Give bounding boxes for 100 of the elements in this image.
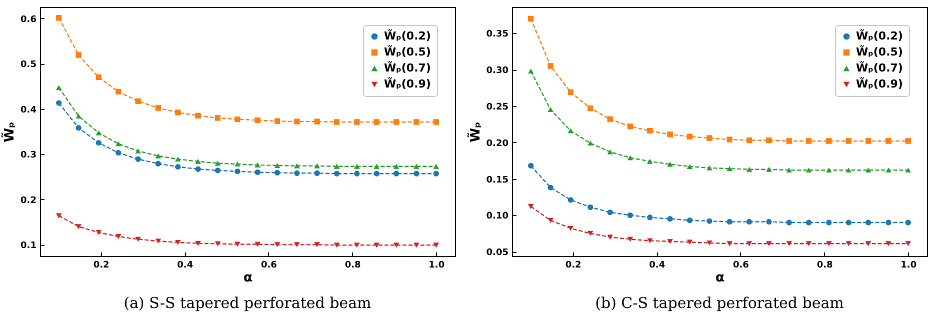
x-axis-title: α	[716, 270, 725, 286]
point	[234, 242, 240, 247]
point	[687, 218, 692, 224]
y-axis-title: W̃ₚ	[1, 122, 18, 142]
point	[155, 238, 161, 244]
point	[627, 236, 633, 242]
point	[687, 134, 692, 140]
point	[826, 168, 832, 172]
y-tick-label: 0.15	[486, 175, 508, 186]
x-tick-label: 0.4	[649, 260, 666, 270]
point	[846, 138, 852, 144]
point	[786, 138, 792, 144]
point	[135, 236, 141, 242]
legend-label: W̃ₚ(0.2)	[384, 28, 431, 42]
point	[607, 150, 613, 154]
point	[786, 241, 792, 246]
point	[374, 164, 380, 169]
y-tick-label: 0.20	[486, 138, 508, 149]
point	[548, 63, 554, 69]
point	[116, 141, 122, 146]
point	[314, 118, 320, 124]
point	[726, 136, 732, 142]
point	[254, 170, 260, 175]
point	[96, 230, 102, 235]
point	[274, 242, 280, 248]
y-tick-label: 0.05	[486, 248, 508, 258]
legend-label: W̃ₚ(0.5)	[856, 44, 903, 58]
point	[568, 89, 574, 95]
x-tick-label: 0.6	[260, 260, 277, 270]
point	[706, 240, 712, 246]
y-tick-label: 0.2	[20, 196, 36, 206]
point	[215, 115, 220, 121]
point	[866, 241, 872, 246]
point	[607, 116, 613, 122]
x-tick-label: 0.8	[816, 260, 833, 270]
point	[294, 118, 300, 124]
point	[433, 170, 439, 176]
point	[354, 119, 360, 125]
point	[354, 242, 360, 248]
point	[294, 242, 300, 248]
point	[528, 204, 534, 209]
point	[746, 138, 752, 143]
point	[195, 166, 201, 172]
point	[56, 15, 62, 21]
text: (b) C-S tapered perforated beam	[595, 294, 844, 312]
point	[116, 150, 122, 156]
point	[905, 168, 911, 172]
point	[374, 242, 380, 248]
point	[394, 164, 400, 169]
point	[627, 155, 633, 160]
x-axis-title: α	[244, 270, 253, 286]
point	[394, 170, 400, 176]
point	[195, 159, 201, 164]
legend-label: W̃ₚ(0.9)	[384, 76, 431, 90]
point	[334, 170, 340, 176]
legend-label: W̃ₚ(0.5)	[384, 44, 431, 58]
point	[56, 85, 62, 90]
point	[374, 170, 380, 176]
point	[215, 160, 220, 166]
point	[234, 116, 240, 122]
y-axis-title: W̃ₚ	[466, 122, 484, 142]
legend-label: W̃ₚ(0.7)	[384, 60, 431, 74]
point	[215, 168, 220, 174]
point	[706, 218, 712, 224]
y-tick-label: 0.4	[20, 105, 36, 116]
x-tick-label: 0.2	[565, 260, 582, 270]
point	[647, 214, 653, 220]
point	[394, 119, 400, 125]
point	[175, 164, 181, 170]
point	[786, 168, 792, 172]
point	[806, 241, 812, 246]
point	[414, 170, 420, 176]
point	[886, 241, 892, 246]
y-tick-label: 0.3	[20, 150, 36, 161]
point	[274, 170, 280, 176]
point	[588, 105, 594, 111]
point	[274, 163, 280, 168]
point	[374, 119, 380, 125]
point	[394, 242, 400, 248]
point	[667, 162, 673, 167]
point	[568, 226, 574, 231]
point	[627, 124, 633, 130]
point	[254, 242, 260, 247]
point	[766, 138, 772, 143]
point	[116, 234, 122, 239]
point	[826, 220, 832, 226]
point	[588, 204, 594, 210]
point	[568, 197, 574, 203]
point	[806, 220, 812, 226]
x-tick-label: 0.4	[177, 260, 194, 270]
point	[607, 210, 613, 216]
point	[56, 100, 62, 106]
x-tick-label: 1.0	[900, 260, 917, 270]
point	[786, 220, 792, 226]
point	[195, 240, 201, 246]
point	[76, 224, 82, 229]
y-tick-label: 0.10	[486, 212, 508, 222]
y-tick-label: 0.25	[486, 102, 508, 113]
point	[414, 242, 420, 248]
point	[607, 234, 613, 240]
